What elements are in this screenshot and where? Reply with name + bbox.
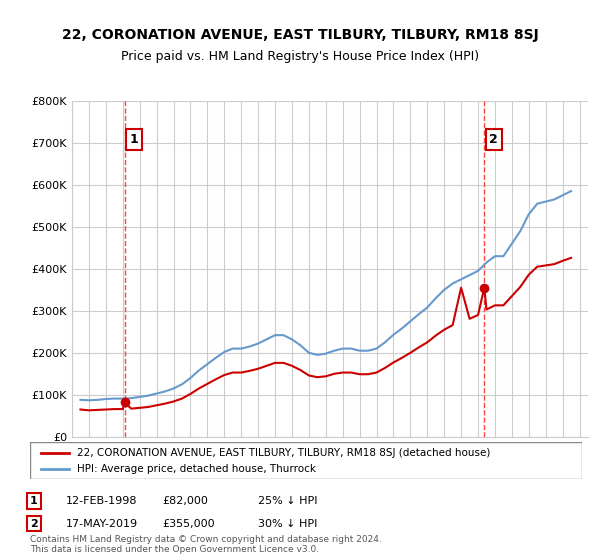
- Text: Price paid vs. HM Land Registry's House Price Index (HPI): Price paid vs. HM Land Registry's House …: [121, 50, 479, 63]
- Text: 2: 2: [30, 519, 38, 529]
- Text: 2: 2: [490, 133, 498, 146]
- Text: 1: 1: [30, 496, 38, 506]
- Text: 25% ↓ HPI: 25% ↓ HPI: [258, 496, 317, 506]
- Text: Contains HM Land Registry data © Crown copyright and database right 2024.
This d: Contains HM Land Registry data © Crown c…: [30, 535, 382, 554]
- Text: 1: 1: [130, 133, 139, 146]
- Text: £82,000: £82,000: [162, 496, 208, 506]
- Text: 22, CORONATION AVENUE, EAST TILBURY, TILBURY, RM18 8SJ: 22, CORONATION AVENUE, EAST TILBURY, TIL…: [62, 28, 538, 42]
- Text: £355,000: £355,000: [162, 519, 215, 529]
- Text: 22, CORONATION AVENUE, EAST TILBURY, TILBURY, RM18 8SJ (detached house): 22, CORONATION AVENUE, EAST TILBURY, TIL…: [77, 447, 490, 458]
- Text: HPI: Average price, detached house, Thurrock: HPI: Average price, detached house, Thur…: [77, 464, 316, 474]
- Text: 12-FEB-1998: 12-FEB-1998: [66, 496, 137, 506]
- Text: 17-MAY-2019: 17-MAY-2019: [66, 519, 138, 529]
- Text: 30% ↓ HPI: 30% ↓ HPI: [258, 519, 317, 529]
- FancyBboxPatch shape: [30, 442, 582, 479]
